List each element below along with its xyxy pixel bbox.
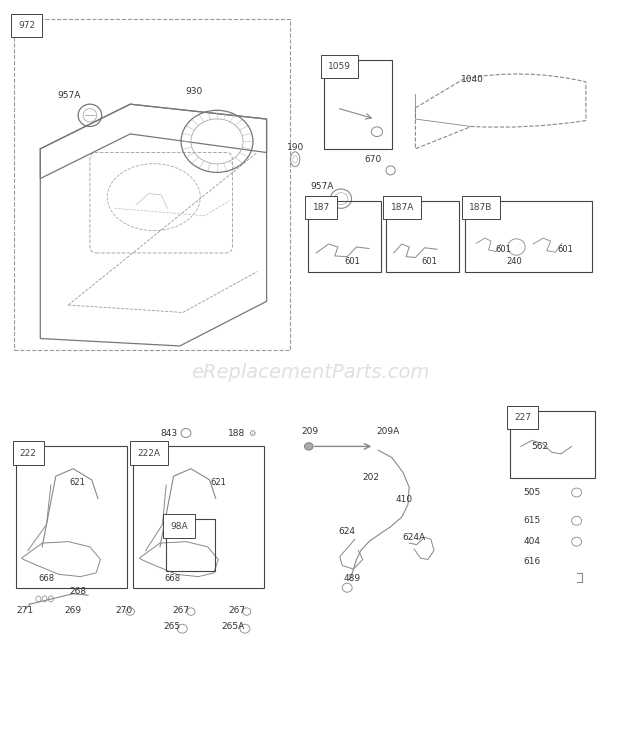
Text: 98A: 98A bbox=[170, 522, 188, 530]
Text: 930: 930 bbox=[185, 87, 203, 96]
Text: 265A: 265A bbox=[221, 622, 244, 631]
Text: 1059: 1059 bbox=[328, 62, 351, 71]
Text: 957A: 957A bbox=[311, 182, 334, 191]
Text: 624A: 624A bbox=[402, 533, 426, 542]
Text: ⚙: ⚙ bbox=[249, 429, 256, 437]
Text: 621: 621 bbox=[210, 478, 226, 487]
Text: 601: 601 bbox=[557, 245, 574, 254]
Text: 222A: 222A bbox=[138, 449, 161, 458]
Text: 668: 668 bbox=[164, 574, 180, 583]
Text: 489: 489 bbox=[343, 574, 361, 583]
Text: 187B: 187B bbox=[469, 203, 493, 212]
Text: 269: 269 bbox=[64, 606, 82, 615]
Text: 270: 270 bbox=[115, 606, 133, 615]
Text: 267: 267 bbox=[172, 606, 190, 615]
Ellipse shape bbox=[304, 443, 313, 450]
Text: 615: 615 bbox=[523, 516, 541, 525]
Bar bbox=[510, 411, 595, 478]
Text: 268: 268 bbox=[69, 587, 86, 596]
Text: 240: 240 bbox=[507, 257, 523, 266]
Text: 188: 188 bbox=[228, 429, 246, 437]
Text: 624: 624 bbox=[339, 527, 356, 536]
Text: 267: 267 bbox=[228, 606, 246, 615]
Text: 187: 187 bbox=[312, 203, 330, 212]
Text: 404: 404 bbox=[523, 537, 541, 546]
Text: 601: 601 bbox=[495, 245, 512, 254]
Text: 265: 265 bbox=[164, 622, 181, 631]
Bar bbox=[465, 201, 592, 272]
Text: 601: 601 bbox=[422, 257, 438, 266]
Text: 202: 202 bbox=[362, 473, 379, 482]
Text: 227: 227 bbox=[514, 413, 531, 422]
Text: 209: 209 bbox=[301, 427, 319, 436]
Text: 410: 410 bbox=[396, 496, 413, 504]
Text: 621: 621 bbox=[69, 478, 86, 487]
Bar bbox=[166, 519, 215, 571]
Text: 616: 616 bbox=[523, 557, 541, 566]
Bar bbox=[386, 201, 459, 272]
Text: 972: 972 bbox=[18, 21, 35, 30]
Text: 505: 505 bbox=[523, 488, 541, 497]
Text: 670: 670 bbox=[365, 155, 382, 164]
Text: 1040: 1040 bbox=[461, 75, 484, 84]
Text: eReplacementParts.com: eReplacementParts.com bbox=[191, 362, 429, 382]
Text: 843: 843 bbox=[160, 429, 177, 437]
Text: 190: 190 bbox=[286, 143, 304, 152]
Text: 668: 668 bbox=[38, 574, 55, 583]
Bar bbox=[14, 19, 290, 350]
Bar bbox=[16, 446, 127, 588]
Text: 222: 222 bbox=[20, 449, 37, 458]
Text: 271: 271 bbox=[16, 606, 33, 615]
Bar bbox=[133, 446, 264, 588]
Bar bbox=[308, 201, 381, 272]
Text: 562: 562 bbox=[531, 442, 548, 451]
Bar bbox=[324, 60, 392, 149]
Text: 209A: 209A bbox=[376, 427, 400, 436]
Text: 601: 601 bbox=[345, 257, 361, 266]
Text: 187A: 187A bbox=[391, 203, 414, 212]
Text: 957A: 957A bbox=[58, 91, 81, 100]
